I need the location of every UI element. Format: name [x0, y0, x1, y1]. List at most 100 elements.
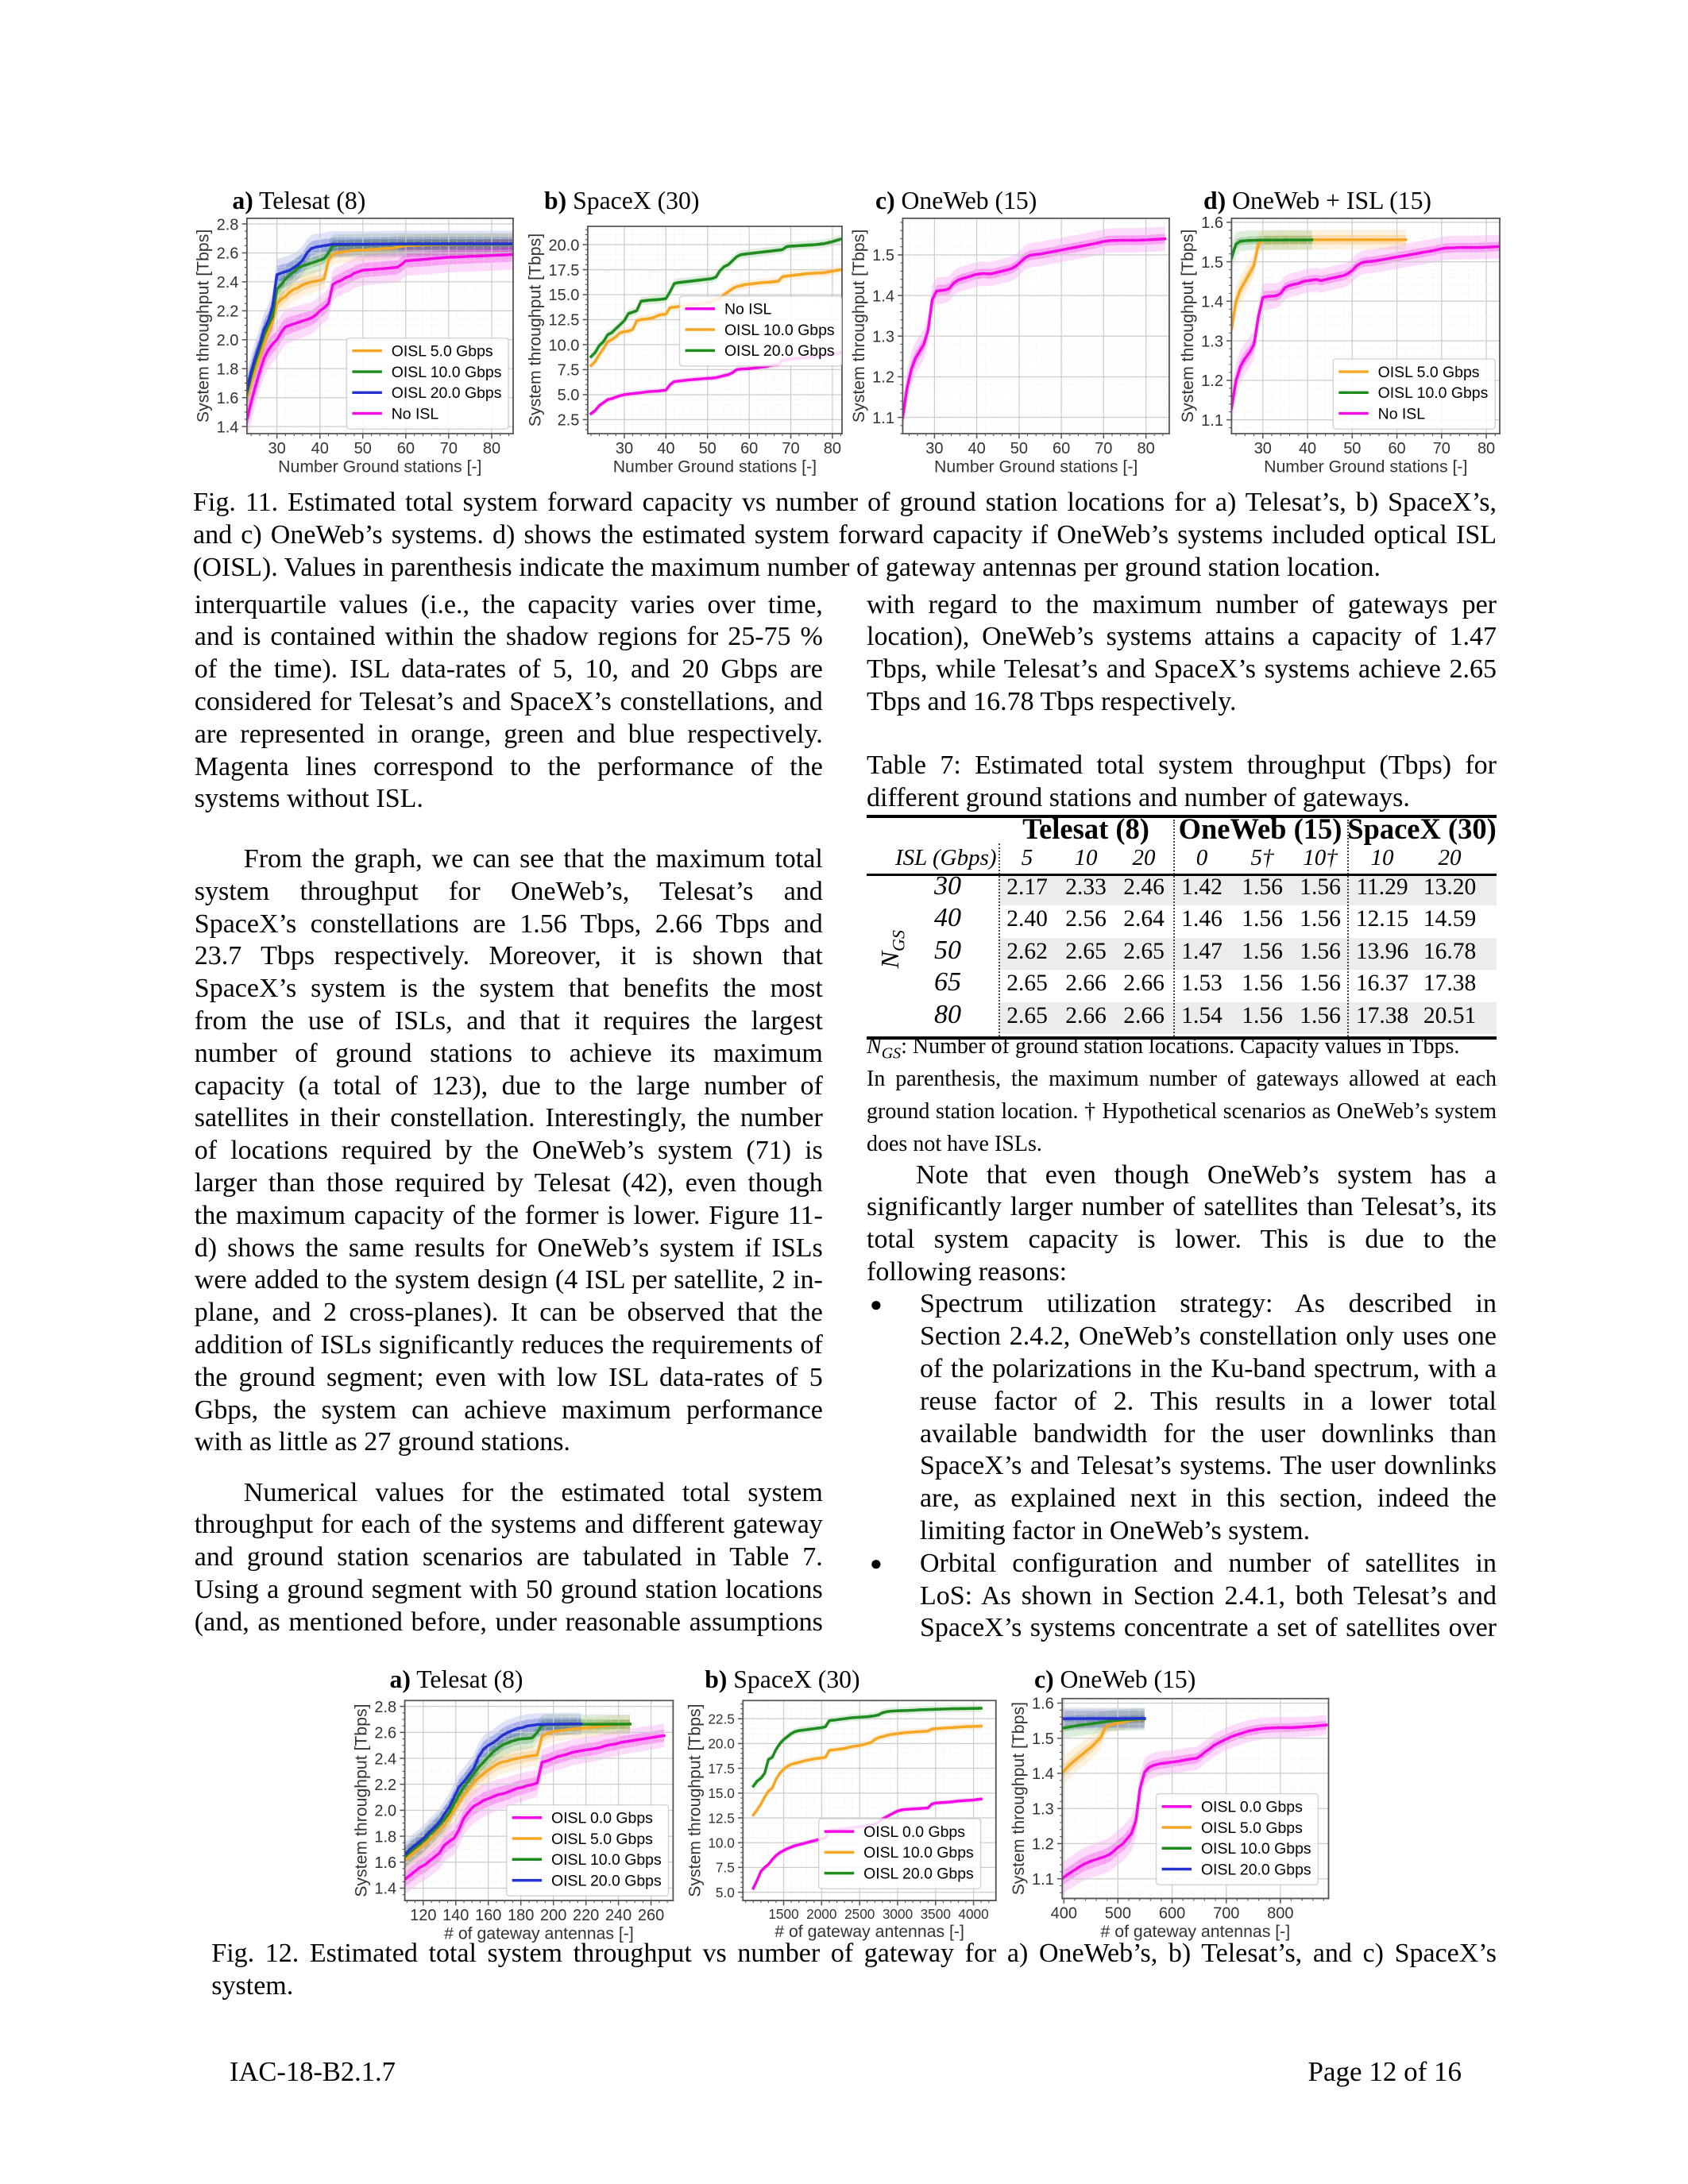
svg-text:1.1: 1.1: [1201, 412, 1223, 430]
svg-text:1.4: 1.4: [374, 1881, 396, 1898]
svg-text:700: 700: [1213, 1904, 1239, 1922]
svg-text:1.6: 1.6: [374, 1854, 396, 1872]
svg-text:No ISL: No ISL: [392, 405, 439, 423]
svg-text:60: 60: [1388, 440, 1405, 457]
svg-text:30: 30: [268, 440, 285, 457]
svg-text:OISL 10.0 Gbps: OISL 10.0 Gbps: [863, 1844, 974, 1862]
svg-text:80: 80: [483, 440, 500, 457]
svg-text:40: 40: [657, 440, 674, 457]
svg-text:System throughput [Tbps]: System throughput [Tbps]: [194, 230, 213, 423]
svg-text:1.5: 1.5: [1032, 1731, 1054, 1748]
svg-text:OISL 20.0 Gbps: OISL 20.0 Gbps: [863, 1865, 974, 1882]
svg-text:System throughput [Tbps]: System throughput [Tbps]: [526, 233, 545, 426]
svg-text:OISL 5.0 Gbps: OISL 5.0 Gbps: [392, 342, 493, 360]
svg-text:OISL 5.0 Gbps: OISL 5.0 Gbps: [1201, 1819, 1303, 1837]
svg-text:OISL 0.0 Gbps: OISL 0.0 Gbps: [551, 1810, 653, 1827]
svg-text:50: 50: [1343, 440, 1361, 457]
svg-text:3000: 3000: [883, 1906, 913, 1922]
svg-text:OISL 20.0 Gbps: OISL 20.0 Gbps: [392, 384, 502, 402]
svg-text:200: 200: [540, 1907, 566, 1924]
svg-text:70: 70: [1433, 440, 1450, 457]
svg-text:1.3: 1.3: [872, 328, 894, 345]
svg-text:500: 500: [1105, 1904, 1131, 1922]
svg-text:30: 30: [616, 440, 633, 457]
svg-text:4000: 4000: [958, 1906, 988, 1922]
svg-text:OISL 20.0 Gbps: OISL 20.0 Gbps: [551, 1872, 662, 1889]
svg-text:5.0: 5.0: [558, 387, 580, 404]
svg-text:2.0: 2.0: [374, 1803, 396, 1820]
svg-text:50: 50: [699, 440, 717, 457]
svg-text:400: 400: [1051, 1904, 1077, 1922]
svg-text:1.4: 1.4: [872, 287, 894, 305]
svg-text:System throughput [Tbps]: System throughput [Tbps]: [685, 1704, 704, 1897]
svg-text:1.6: 1.6: [217, 390, 239, 407]
svg-text:OISL 0.0 Gbps: OISL 0.0 Gbps: [863, 1823, 965, 1841]
svg-text:OISL 5.0 Gbps: OISL 5.0 Gbps: [551, 1831, 653, 1848]
svg-text:OISL 10.0 Gbps: OISL 10.0 Gbps: [392, 364, 502, 381]
svg-text:180: 180: [508, 1907, 534, 1924]
svg-text:Number Ground stations [-]: Number Ground stations [-]: [934, 457, 1138, 477]
svg-text:# of gateway antennas [-]: # of gateway antennas [-]: [1101, 1922, 1291, 1941]
svg-text:30: 30: [925, 440, 943, 457]
svg-text:260: 260: [638, 1907, 664, 1924]
svg-text:System throughput [Tbps]: System throughput [Tbps]: [351, 1704, 370, 1897]
svg-text:2.5: 2.5: [558, 412, 580, 430]
svg-text:600: 600: [1159, 1904, 1185, 1922]
svg-text:2.4: 2.4: [217, 274, 239, 291]
svg-text:20.0: 20.0: [549, 237, 580, 254]
svg-text:1.3: 1.3: [1032, 1800, 1054, 1818]
svg-text:System throughput [Tbps]: System throughput [Tbps]: [1178, 230, 1197, 423]
svg-text:7.5: 7.5: [716, 1860, 735, 1876]
svg-text:1.2: 1.2: [872, 369, 894, 387]
svg-text:40: 40: [311, 440, 329, 457]
svg-text:15.0: 15.0: [708, 1785, 735, 1801]
svg-text:# of gateway antennas [-]: # of gateway antennas [-]: [444, 1924, 634, 1943]
svg-text:5.0: 5.0: [716, 1885, 735, 1900]
svg-text:OISL 20.0 Gbps: OISL 20.0 Gbps: [1201, 1861, 1311, 1878]
svg-text:60: 60: [1053, 440, 1070, 457]
svg-text:OISL 10.0 Gbps: OISL 10.0 Gbps: [1201, 1840, 1311, 1858]
svg-text:80: 80: [1138, 440, 1155, 457]
svg-text:2.2: 2.2: [374, 1777, 396, 1794]
svg-text:50: 50: [1010, 440, 1028, 457]
svg-text:3500: 3500: [921, 1906, 951, 1922]
svg-text:17.5: 17.5: [708, 1761, 735, 1777]
svg-text:OISL 5.0 Gbps: OISL 5.0 Gbps: [1378, 364, 1480, 381]
svg-text:220: 220: [573, 1907, 599, 1924]
svg-text:70: 70: [1095, 440, 1112, 457]
svg-text:OISL 20.0 Gbps: OISL 20.0 Gbps: [724, 342, 835, 360]
svg-text:OISL 10.0 Gbps: OISL 10.0 Gbps: [1378, 384, 1489, 402]
svg-text:System throughput [Tbps]: System throughput [Tbps]: [850, 230, 868, 423]
svg-text:1.5: 1.5: [872, 247, 894, 264]
svg-text:7.5: 7.5: [558, 362, 580, 380]
svg-text:1500: 1500: [768, 1906, 798, 1922]
svg-text:1.8: 1.8: [374, 1828, 396, 1846]
svg-text:No ISL: No ISL: [724, 301, 772, 318]
svg-text:2.2: 2.2: [217, 303, 239, 321]
svg-text:2.6: 2.6: [217, 245, 239, 263]
svg-text:Number Ground stations [-]: Number Ground stations [-]: [613, 457, 817, 477]
svg-text:OISL 10.0 Gbps: OISL 10.0 Gbps: [551, 1851, 662, 1869]
svg-text:10.0: 10.0: [708, 1835, 735, 1850]
svg-text:1.8: 1.8: [217, 361, 239, 378]
svg-text:1.1: 1.1: [872, 410, 894, 427]
svg-text:2.8: 2.8: [374, 1699, 396, 1716]
svg-text:140: 140: [442, 1907, 469, 1924]
svg-text:22.5: 22.5: [708, 1711, 735, 1727]
svg-text:2.4: 2.4: [374, 1750, 396, 1768]
svg-text:70: 70: [782, 440, 799, 457]
svg-text:17.5: 17.5: [549, 262, 580, 280]
svg-text:2.8: 2.8: [217, 216, 239, 233]
svg-text:1.1: 1.1: [1032, 1871, 1054, 1889]
svg-text:1.6: 1.6: [1032, 1696, 1054, 1713]
svg-text:160: 160: [475, 1907, 501, 1924]
svg-text:800: 800: [1267, 1904, 1293, 1922]
svg-text:1.3: 1.3: [1201, 333, 1223, 350]
svg-text:10.0: 10.0: [549, 337, 580, 354]
svg-text:80: 80: [1477, 440, 1495, 457]
svg-text:1.4: 1.4: [217, 419, 239, 436]
svg-text:OISL 10.0 Gbps: OISL 10.0 Gbps: [724, 322, 835, 339]
svg-text:60: 60: [740, 440, 758, 457]
svg-text:2.6: 2.6: [374, 1725, 396, 1742]
svg-text:12.5: 12.5: [708, 1810, 735, 1826]
